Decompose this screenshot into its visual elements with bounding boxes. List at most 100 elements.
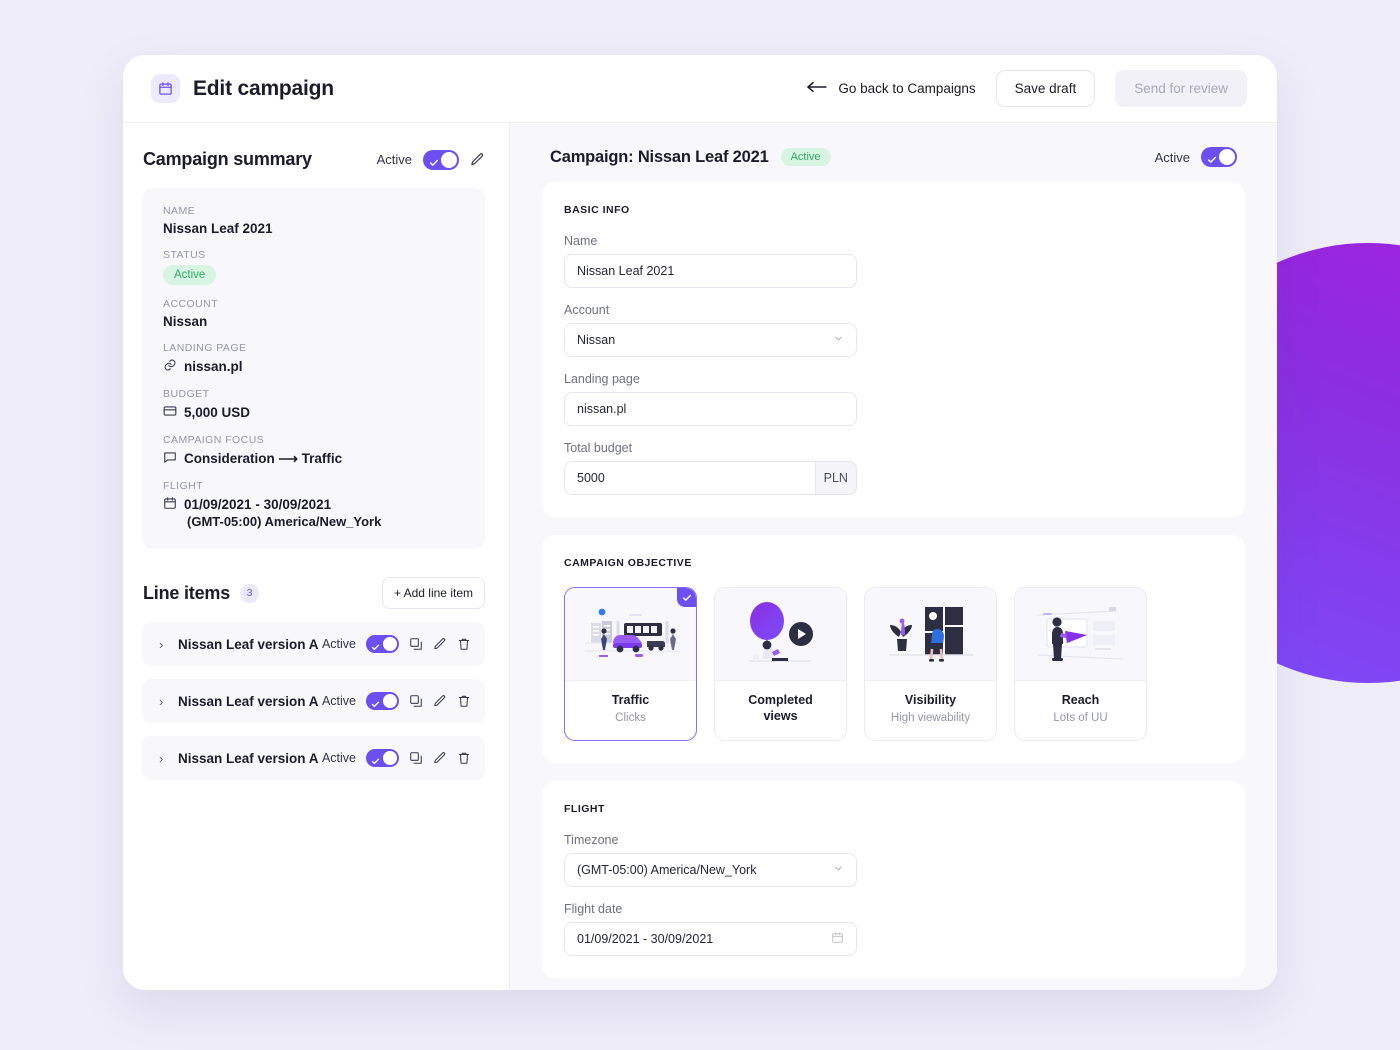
field-value-campaign-focus: Consideration ⟶ Traffic	[163, 450, 464, 467]
calendar-icon[interactable]	[831, 931, 844, 947]
save-draft-button[interactable]: Save draft	[995, 70, 1096, 107]
traffic-street-illustration	[565, 588, 696, 681]
account-select-value: Nissan	[577, 333, 616, 347]
account-field-group: Account Nissan	[564, 303, 857, 357]
field-label-budget: BUDGET	[163, 388, 210, 400]
check-icon	[371, 639, 380, 657]
name-input[interactable]: Nissan Leaf 2021	[564, 254, 857, 288]
objective-name: Visibility	[904, 693, 957, 707]
arrow-left-icon	[806, 81, 828, 96]
campaign-objective-card: CAMPAIGN OBJECTIVE	[542, 535, 1245, 764]
detail-active-toggle[interactable]	[1201, 147, 1237, 167]
summary-header-actions: Active	[377, 149, 485, 173]
duplicate-icon[interactable]	[409, 637, 423, 651]
campaign-focus-text: Consideration ⟶ Traffic	[184, 450, 343, 466]
flight-date-input[interactable]: 01/09/2021 - 30/09/2021	[564, 922, 857, 957]
trash-icon[interactable]	[457, 637, 471, 651]
body: Campaign summary Active	[123, 123, 1277, 990]
line-item-active-toggle[interactable]	[366, 692, 399, 710]
objective-meta: Visibility High viewability	[865, 681, 996, 737]
top-bar-actions: Go back to Campaigns Save draft Send for…	[806, 70, 1247, 107]
timezone-select[interactable]: (GMT-05:00) America/New_York	[564, 853, 857, 888]
summary-heading: Campaign summary	[143, 149, 312, 169]
trash-icon[interactable]	[457, 751, 471, 765]
chevron-right-icon[interactable]: ›	[159, 750, 164, 766]
account-label: Account	[564, 303, 610, 317]
check-icon	[371, 696, 380, 714]
basic-info-card: BASIC INFO Name Nissan Leaf 2021 Account…	[542, 182, 1245, 517]
objective-option-visibility[interactable]: Visibility High viewability	[864, 587, 997, 742]
field-value-budget: 5,000 USD	[163, 404, 464, 421]
basic-info-title: BASIC INFO	[564, 204, 630, 216]
name-label: Name	[564, 234, 598, 248]
objective-sub: Clicks	[615, 711, 646, 724]
campaign-summary-panel: Campaign summary Active	[123, 123, 510, 990]
landing-page-input[interactable]: nissan.pl	[564, 392, 857, 426]
toggle-knob	[383, 694, 397, 708]
duplicate-icon[interactable]	[409, 694, 423, 708]
detail-header: Campaign: Nissan Leaf 2021 Active Active	[542, 147, 1245, 167]
objective-meta: Completed views	[715, 681, 846, 740]
toggle-knob	[383, 751, 397, 765]
credit-card-icon	[163, 404, 177, 421]
decorative-purple-circle	[1268, 243, 1400, 683]
page-title: Edit campaign	[193, 76, 334, 100]
total-budget-input-group: 5000 PLN	[564, 461, 857, 495]
chevron-right-icon[interactable]: ›	[159, 636, 164, 652]
table-row[interactable]: › Nissan Leaf version A Active	[142, 736, 485, 780]
line-item-active-toggle[interactable]	[366, 749, 399, 767]
field-label-account: ACCOUNT	[163, 298, 219, 310]
pencil-icon[interactable]	[433, 637, 447, 651]
pencil-icon[interactable]	[433, 694, 447, 708]
account-select[interactable]: Nissan	[564, 323, 857, 357]
summary-header: Campaign summary Active	[142, 149, 485, 170]
landing-page-text: nissan.pl	[184, 359, 243, 374]
landing-page-field-group: Landing page nissan.pl	[564, 372, 857, 426]
check-icon	[1207, 152, 1217, 170]
pencil-icon[interactable]	[470, 152, 485, 167]
link-icon	[163, 358, 177, 375]
flight-dates-text: 01/09/2021 - 30/09/2021	[184, 497, 332, 512]
line-items-header: Line items 3 + Add line item	[143, 577, 485, 609]
line-items-count-badge: 3	[240, 583, 260, 603]
flight-card: FLIGHT Timezone (GMT-05:00) America/New_…	[542, 781, 1245, 979]
objective-name: Traffic	[611, 693, 650, 707]
table-row[interactable]: › Nissan Leaf version A Active	[142, 622, 485, 666]
toggle-knob	[441, 151, 457, 168]
objective-option-traffic[interactable]: Traffic Clicks	[564, 587, 697, 742]
flight-timezone-text: (GMT-05:00) America/New_York	[187, 514, 382, 529]
check-icon	[429, 155, 439, 173]
line-item-actions: Active	[322, 749, 471, 767]
name-field-group: Name Nissan Leaf 2021	[564, 234, 857, 288]
duplicate-icon[interactable]	[409, 751, 423, 765]
table-row[interactable]: › Nissan Leaf version A Active	[142, 679, 485, 723]
decorative-circle-clip	[1268, 0, 1400, 1050]
total-budget-field-group: Total budget 5000 PLN	[564, 441, 857, 495]
send-for-review-button[interactable]: Send for review	[1115, 70, 1247, 107]
total-budget-input[interactable]: 5000	[564, 461, 815, 495]
objective-sub: High viewability	[890, 711, 971, 724]
objective-name: Reach	[1061, 693, 1100, 707]
timezone-label: Timezone	[564, 833, 619, 848]
toggle-knob	[383, 637, 397, 651]
flight-date-field-group: Flight date 01/09/2021 - 30/09/2021	[564, 902, 857, 957]
calendar-icon	[151, 74, 180, 103]
balloon-play-illustration	[715, 588, 846, 681]
add-line-item-button[interactable]: + Add line item	[381, 577, 485, 609]
pencil-icon[interactable]	[433, 751, 447, 765]
go-back-label: Go back to Campaigns	[838, 81, 976, 96]
detail-status-badge: Active	[780, 148, 831, 166]
summary-active-toggle[interactable]	[423, 149, 459, 173]
person-panels-illustration	[865, 588, 996, 681]
chevron-right-icon[interactable]: ›	[159, 693, 164, 709]
go-back-link[interactable]: Go back to Campaigns	[806, 81, 976, 96]
objective-option-reach[interactable]: Reach Lots of UU	[1014, 587, 1147, 742]
line-item-status-label: Active	[321, 694, 356, 708]
campaign-detail-panel: Campaign: Nissan Leaf 2021 Active Active…	[510, 123, 1277, 990]
trash-icon[interactable]	[457, 694, 471, 708]
line-item-active-toggle[interactable]	[366, 635, 399, 653]
objective-option-completed-views[interactable]: Completed views	[714, 587, 847, 742]
line-item-name: Nissan Leaf version A	[178, 636, 319, 652]
person-screen-illustration	[1015, 588, 1146, 681]
